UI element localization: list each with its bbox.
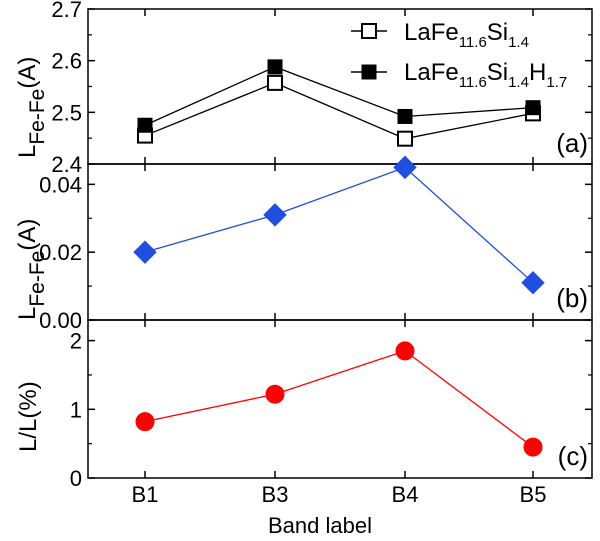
panel-b-ytick-label: 0.02 [39, 240, 82, 265]
panel-c-series-1-line [144, 350, 534, 448]
panel-a-series-1-line [144, 82, 534, 140]
legend-marker-open-square [361, 23, 377, 39]
panel-b-point-b4-s1 [393, 155, 417, 180]
panel-a-ylabel-main: L [14, 145, 41, 158]
marker-layer [133, 59, 545, 457]
panel-a-ytick-label: 2.6 [51, 49, 82, 74]
panel-c-ytick-label: 2 [70, 329, 82, 354]
panel-b-tag: (b) [556, 283, 588, 313]
legend-label-series-1: LaFe11.6Si1.4 [404, 19, 529, 51]
panel-b-ytick-label: 0.04 [39, 172, 82, 197]
panel-b-point-b3-s1 [263, 203, 287, 227]
x-tick-label-b4: B4 [392, 482, 419, 507]
panel-b-series-1-line [144, 166, 534, 284]
panel-b-point-b1-s1 [133, 240, 157, 264]
label-layer: 2.4 2.5 2.6 2.7 0.00 0.02 0.04 0 1 2 B1 B3 B4 B5 [39, 0, 546, 507]
series-line-layer [144, 66, 534, 448]
panel-a-point-b4-s1 [397, 130, 413, 147]
x-tick-label-b3: B3 [262, 482, 289, 507]
panel-a-point-b1-s2 [137, 117, 153, 133]
panel-c-point-b1-s1 [135, 412, 155, 432]
panel-c-frame [87, 319, 593, 479]
x-tick-label-b1: B1 [132, 482, 159, 507]
panel-c-point-b5-s1 [523, 437, 543, 457]
legend: LaFe11.6Si1.4 LaFe11.6Si1.4H1.7 [351, 19, 567, 91]
panel-a-ylabel-unit: (A) [14, 57, 41, 89]
panel-b-frame [87, 163, 593, 321]
panel-c-ytick-label: 0 [70, 466, 82, 491]
panel-c-tag: (c) [558, 441, 588, 471]
panel-c-ylabel: L/L(%) [15, 381, 42, 452]
panel-a-point-b3-s1 [267, 74, 283, 91]
panel-b-point-b5-s1 [521, 270, 545, 295]
x-tick-label-b5: B5 [520, 482, 547, 507]
panel-b-ylabel-unit: (A) [14, 219, 41, 251]
panel-c-point-b3-s1 [265, 384, 285, 404]
panel-a-tag: (a) [556, 128, 588, 158]
x-axis-label: Band label [268, 513, 372, 538]
legend-marker-filled-square [361, 64, 377, 80]
legend-label-series-2: LaFe11.6Si1.4H1.7 [404, 59, 567, 91]
panel-b-ytick-label: 0.00 [39, 308, 82, 333]
panel-c-ytick-label: 1 [70, 397, 82, 422]
panel-a-ytick-label: 2.4 [51, 152, 82, 177]
panel-a-point-b4-s2 [397, 108, 413, 124]
panel-a-ylabel-sub: Fe-Fe [26, 89, 49, 145]
panel-a-point-b3-s2 [267, 59, 283, 75]
panel-a-ytick-label: 2.7 [51, 0, 82, 22]
panel-a-point-b5-s2 [525, 100, 541, 116]
panel-b-ylabel-sub: Fe-Fe [26, 251, 49, 307]
panel-b-ylabel-main: L [14, 307, 41, 320]
panel-b-ylabel: LFe-Fe(A) [14, 219, 49, 320]
panel-a-ylabel: LFe-Fe(A) [14, 57, 49, 158]
panel-a-series-2-line [144, 66, 534, 126]
panel-c-point-b4-s1 [395, 341, 415, 361]
panel-a-ytick-label: 2.5 [51, 100, 82, 125]
